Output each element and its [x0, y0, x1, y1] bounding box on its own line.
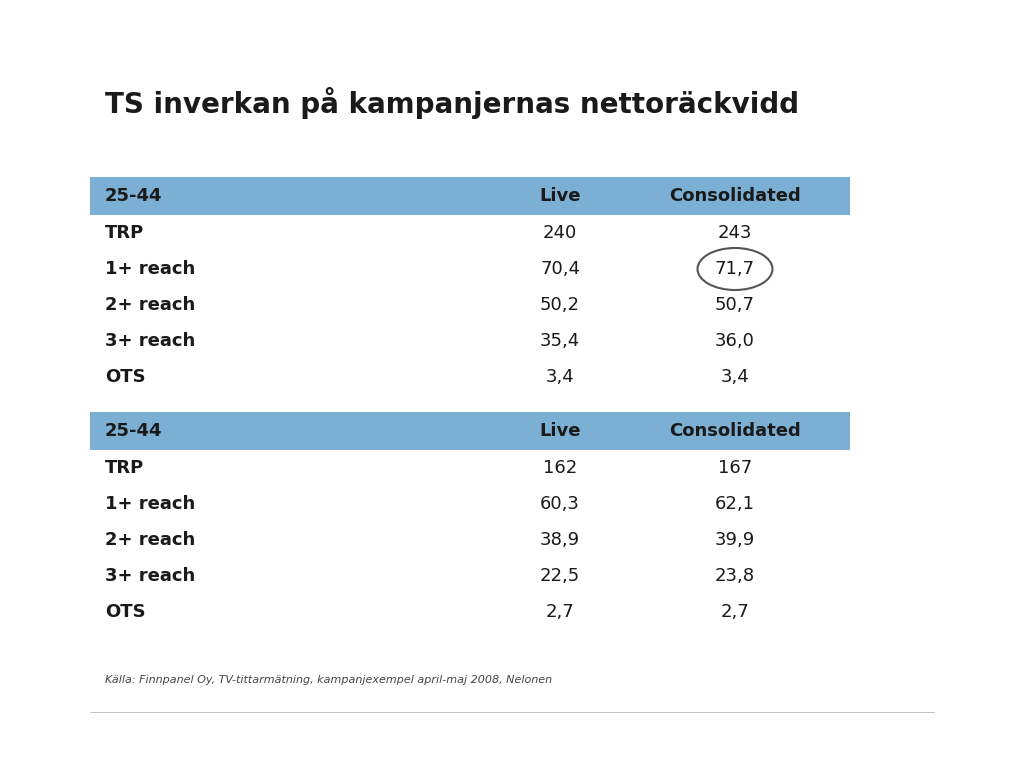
Text: 2,7: 2,7 — [721, 603, 750, 621]
Text: 2+ reach: 2+ reach — [105, 531, 196, 549]
Text: OTS: OTS — [105, 368, 145, 386]
Text: 50,2: 50,2 — [540, 296, 580, 314]
Text: TS inverkan på kampanjernas nettoräckvidd: TS inverkan på kampanjernas nettoräckvid… — [105, 87, 799, 119]
Text: 2,7: 2,7 — [546, 603, 574, 621]
Text: 3+ reach: 3+ reach — [105, 332, 196, 350]
Text: 167: 167 — [718, 459, 752, 477]
Text: 1+ reach: 1+ reach — [105, 260, 196, 278]
Text: TRP: TRP — [105, 459, 144, 477]
Text: 62,1: 62,1 — [715, 495, 755, 513]
Text: 35,4: 35,4 — [540, 332, 581, 350]
Text: 3,4: 3,4 — [721, 368, 750, 386]
Text: Källa: Finnpanel Oy, TV-tittarmätning, kampanjexempel april-maj 2008, Nelonen: Källa: Finnpanel Oy, TV-tittarmätning, k… — [105, 675, 552, 685]
Text: Live: Live — [540, 422, 581, 440]
Text: 23,8: 23,8 — [715, 567, 755, 585]
Text: 243: 243 — [718, 224, 753, 242]
Text: Consolidated: Consolidated — [669, 422, 801, 440]
Text: 240: 240 — [543, 224, 578, 242]
Text: 162: 162 — [543, 459, 578, 477]
Text: 3+ reach: 3+ reach — [105, 567, 196, 585]
Text: 39,9: 39,9 — [715, 531, 755, 549]
Text: Live: Live — [540, 187, 581, 205]
Text: 2+ reach: 2+ reach — [105, 296, 196, 314]
Text: 71,7: 71,7 — [715, 260, 755, 278]
Text: OTS: OTS — [105, 603, 145, 621]
Text: 50,7: 50,7 — [715, 296, 755, 314]
Text: 22,5: 22,5 — [540, 567, 581, 585]
FancyBboxPatch shape — [90, 177, 850, 215]
Text: 38,9: 38,9 — [540, 531, 580, 549]
Text: 3,4: 3,4 — [546, 368, 574, 386]
Text: Consolidated: Consolidated — [669, 187, 801, 205]
Text: 70,4: 70,4 — [540, 260, 580, 278]
Text: 1+ reach: 1+ reach — [105, 495, 196, 513]
Text: 25-44: 25-44 — [105, 187, 163, 205]
Text: 25-44: 25-44 — [105, 422, 163, 440]
Text: TRP: TRP — [105, 224, 144, 242]
Text: 36,0: 36,0 — [715, 332, 755, 350]
FancyBboxPatch shape — [90, 412, 850, 450]
Text: 60,3: 60,3 — [540, 495, 580, 513]
